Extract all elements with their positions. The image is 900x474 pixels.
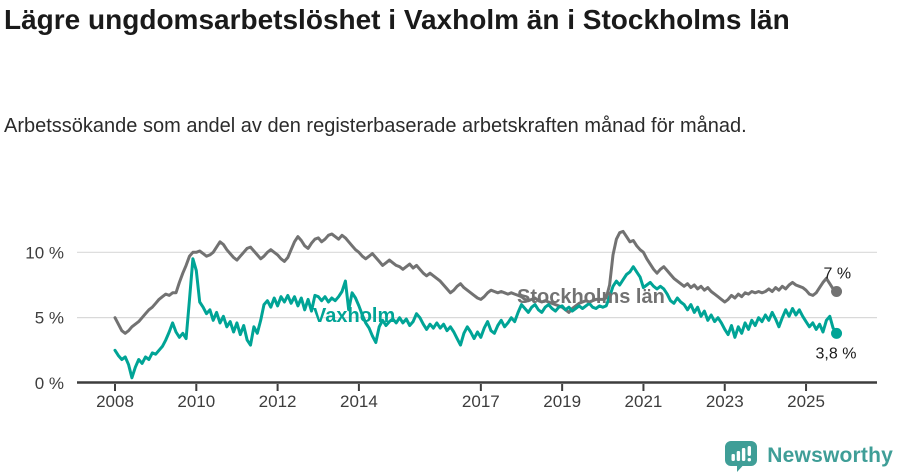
newsworthy-logo-icon xyxy=(724,440,758,472)
x-tick-label: 2017 xyxy=(462,392,500,411)
x-tick-label: 2014 xyxy=(340,392,378,411)
x-tick-label: 2025 xyxy=(787,392,825,411)
x-tick-label: 2019 xyxy=(543,392,581,411)
line-chart: 0 % 5 % 10 % 2008 2010 2012 2014 2017 2019 2021 20… xyxy=(0,218,900,423)
series-end-value-vaxholm: 3,8 % xyxy=(816,345,857,362)
brand-name: Newsworthy xyxy=(767,444,893,467)
x-tick-label: 2023 xyxy=(706,392,744,411)
series-label-vaxholm: Vaxholm xyxy=(313,305,395,327)
x-tick-label: 2008 xyxy=(96,392,134,411)
series-end-dot-vaxholm xyxy=(831,327,843,339)
series-line-vaxholm xyxy=(113,257,838,380)
y-axis-label: 0 % xyxy=(35,374,64,393)
x-tick-label: 2012 xyxy=(259,392,297,411)
y-axis-label: 10 % xyxy=(25,243,64,262)
series-end-value-stockholms-lan: 7 % xyxy=(824,266,852,283)
x-tick-label: 2010 xyxy=(177,392,215,411)
series-end-dot-stockholms-lan xyxy=(831,286,843,298)
line-chart-canvas: 0 % 5 % 10 % 2008 2010 2012 2014 2017 2019 2021 20… xyxy=(25,229,877,411)
page-subtitle: Arbetssökande som andel av den registerb… xyxy=(4,115,747,137)
y-axis-label: 5 % xyxy=(35,309,64,328)
x-tick-label: 2021 xyxy=(625,392,663,411)
newsworthy-brand-link[interactable]: Newsworthy xyxy=(724,440,893,472)
page-title: Lägre ungdomsarbetslöshet i Vaxholm än i… xyxy=(4,4,790,35)
series-label-stockholms-lan: Stockholms län xyxy=(517,286,665,308)
series-line-stockholms-lan xyxy=(113,229,838,335)
